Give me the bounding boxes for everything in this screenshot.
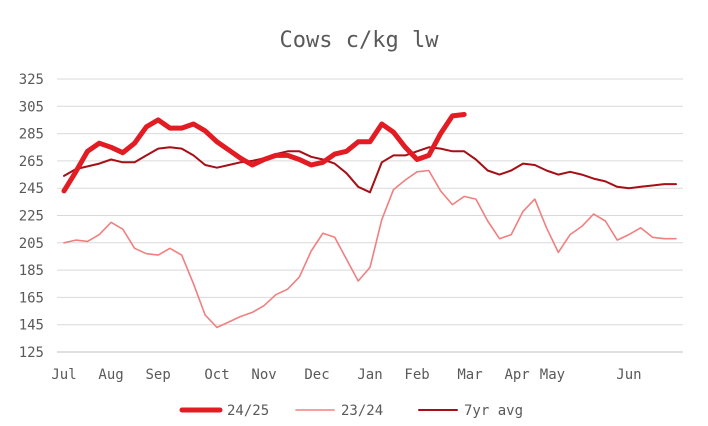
y-tick-label: 185 (19, 263, 44, 279)
series-lines (61, 112, 677, 329)
y-tick-label: 305 (19, 99, 44, 115)
series-line-24-25 (61, 112, 467, 194)
legend-label: 23/24 (341, 403, 383, 419)
x-tick-label: Jul (51, 367, 76, 383)
x-tick-label: Nov (251, 367, 276, 383)
x-tick-label: Jan (357, 367, 382, 383)
x-tick-label: Aug (98, 367, 123, 383)
x-tick-label: Jun (616, 367, 641, 383)
y-tick-label: 125 (19, 345, 44, 361)
legend: 24/25 23/24 7yr avg (179, 403, 523, 419)
x-tick-label: Dec (304, 367, 329, 383)
y-tick-label: 325 (19, 72, 44, 88)
chart-title: Cows c/kg lw (280, 28, 440, 53)
y-tick-label: 265 (19, 154, 44, 170)
x-tick-label: May (540, 367, 565, 383)
x-axis-ticks: Jul Aug Sep Oct Nov Dec Jan Feb Mar Apr May Jun (51, 367, 641, 383)
x-tick-label: Oct (204, 367, 229, 383)
x-tick-label: Sep (146, 367, 171, 383)
legend-label: 24/25 (227, 403, 269, 419)
y-tick-label: 285 (19, 127, 44, 143)
y-tick-label: 165 (19, 290, 44, 306)
y-tick-label: 205 (19, 236, 44, 252)
gridlines (57, 78, 683, 353)
x-tick-label: Apr (504, 367, 529, 383)
x-tick-label: Mar (457, 367, 482, 383)
series-line-7yr-avg (63, 146, 677, 194)
series-line-23-24 (63, 169, 677, 329)
y-tick-label: 225 (19, 209, 44, 225)
x-tick-label: Feb (404, 367, 429, 383)
y-tick-label: 145 (19, 318, 44, 334)
y-tick-label: 245 (19, 181, 44, 197)
legend-label: 7yr avg (464, 403, 523, 419)
y-axis-ticks: 125 145 165 185 205 225 245 265 285 305 325 (19, 72, 44, 361)
